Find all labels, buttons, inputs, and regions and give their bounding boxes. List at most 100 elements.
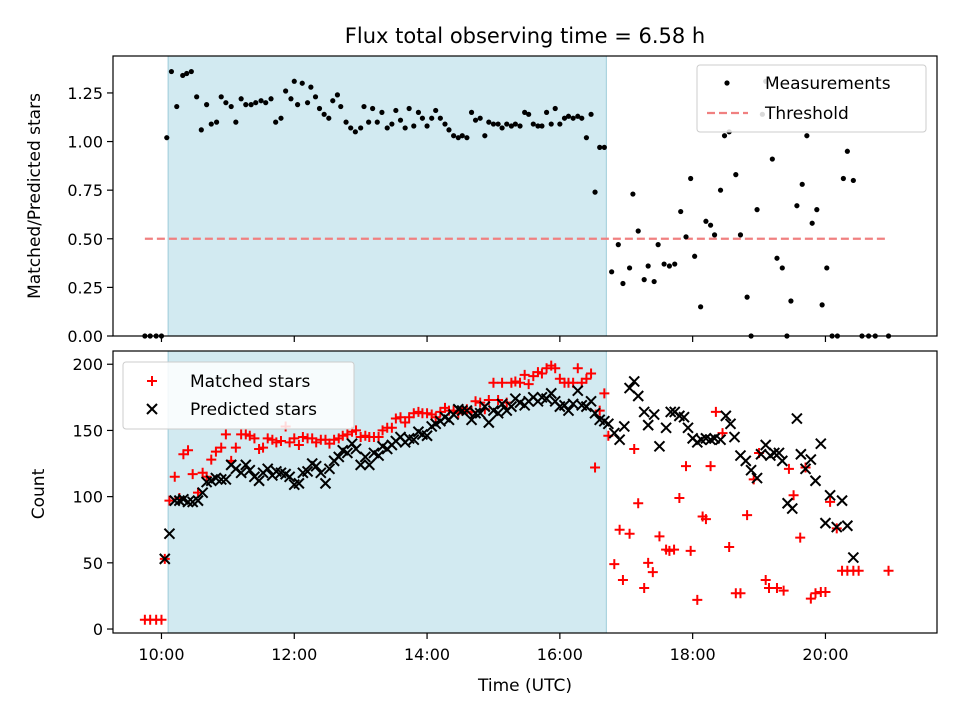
data-point <box>499 125 505 131</box>
data-point <box>395 412 406 423</box>
data-point <box>707 222 714 228</box>
data-point <box>733 172 739 178</box>
data-point <box>599 388 610 399</box>
data-point <box>243 102 249 108</box>
data-point <box>769 156 775 162</box>
data-point <box>510 376 521 387</box>
data-point <box>366 119 372 125</box>
data-point <box>633 498 644 509</box>
data-point <box>601 144 607 150</box>
data-point <box>585 395 597 408</box>
data-point <box>422 408 433 419</box>
data-point <box>233 119 239 125</box>
data-point <box>355 432 366 443</box>
data-point <box>482 133 488 139</box>
data-point <box>168 68 175 75</box>
data-point <box>198 127 204 133</box>
x-tick-label: 12:00 <box>271 645 317 664</box>
data-point <box>468 109 475 115</box>
y-tick-label: 50 <box>83 554 103 573</box>
data-point <box>550 363 561 374</box>
data-point <box>724 418 737 430</box>
data-point <box>655 242 661 248</box>
data-point <box>393 107 399 114</box>
data-point <box>624 528 635 539</box>
data-point <box>751 472 763 484</box>
data-point <box>343 119 349 125</box>
data-point <box>629 443 640 454</box>
plot-frame <box>112 55 938 337</box>
data-point <box>210 446 221 457</box>
data-point <box>586 368 597 379</box>
data-point <box>742 510 753 521</box>
data-point <box>455 135 461 141</box>
data-point <box>437 115 443 121</box>
data-point <box>760 575 771 586</box>
data-point <box>429 115 435 121</box>
data-point <box>301 465 314 478</box>
data-point <box>163 527 176 540</box>
plot-frame <box>112 350 938 634</box>
data-point <box>705 461 716 472</box>
data-point <box>389 121 395 127</box>
x-tick-label: 18:00 <box>670 645 716 664</box>
y-tick-label: 0.50 <box>67 230 103 249</box>
data-point <box>433 107 439 114</box>
data-point <box>728 431 741 443</box>
data-point <box>228 103 234 110</box>
data-point <box>400 417 411 428</box>
data-point <box>799 181 805 187</box>
data-point <box>639 582 650 593</box>
data-point <box>361 103 367 110</box>
data-point <box>461 404 473 417</box>
data-point <box>557 121 563 127</box>
data-point <box>508 123 514 129</box>
data-point <box>820 586 831 597</box>
data-point <box>692 594 703 605</box>
data-point <box>334 92 341 98</box>
data-point <box>620 280 626 287</box>
data-point <box>206 454 217 465</box>
data-point <box>786 502 798 515</box>
data-point <box>642 419 654 431</box>
data-point <box>841 520 854 532</box>
data-point <box>271 437 282 448</box>
data-point <box>682 422 694 434</box>
top-legend: Measurements Threshold <box>696 64 927 133</box>
data-point <box>291 78 297 84</box>
data-point <box>338 103 344 110</box>
data-point <box>304 100 311 106</box>
data-point <box>488 377 499 388</box>
data-point <box>613 433 626 446</box>
data-point <box>156 614 167 625</box>
data-point <box>397 117 404 123</box>
data-point <box>483 416 495 429</box>
data-point <box>853 565 864 576</box>
data-point <box>421 430 433 442</box>
x-tick-label: 14:00 <box>404 645 450 664</box>
data-point <box>486 119 492 125</box>
data-point <box>263 100 269 106</box>
data-point <box>220 429 231 440</box>
data-point <box>565 113 572 119</box>
data-point <box>597 144 603 150</box>
data-point <box>351 425 362 436</box>
data-point <box>312 94 319 100</box>
data-point <box>711 232 718 238</box>
data-point <box>669 544 680 555</box>
data-point <box>374 119 380 125</box>
legend-marker-matched <box>147 376 157 386</box>
data-point <box>262 433 273 444</box>
data-point <box>424 123 430 129</box>
data-point <box>370 105 376 112</box>
data-point <box>653 440 666 453</box>
bottom-legend: Matched stars Predicted stars <box>122 361 355 430</box>
data-point <box>315 467 327 479</box>
data-point <box>358 125 364 131</box>
data-point <box>635 228 641 234</box>
data-point <box>316 105 323 112</box>
data-point <box>795 532 806 543</box>
data-point <box>788 298 794 304</box>
data-point <box>535 123 541 129</box>
data-point <box>819 517 832 529</box>
